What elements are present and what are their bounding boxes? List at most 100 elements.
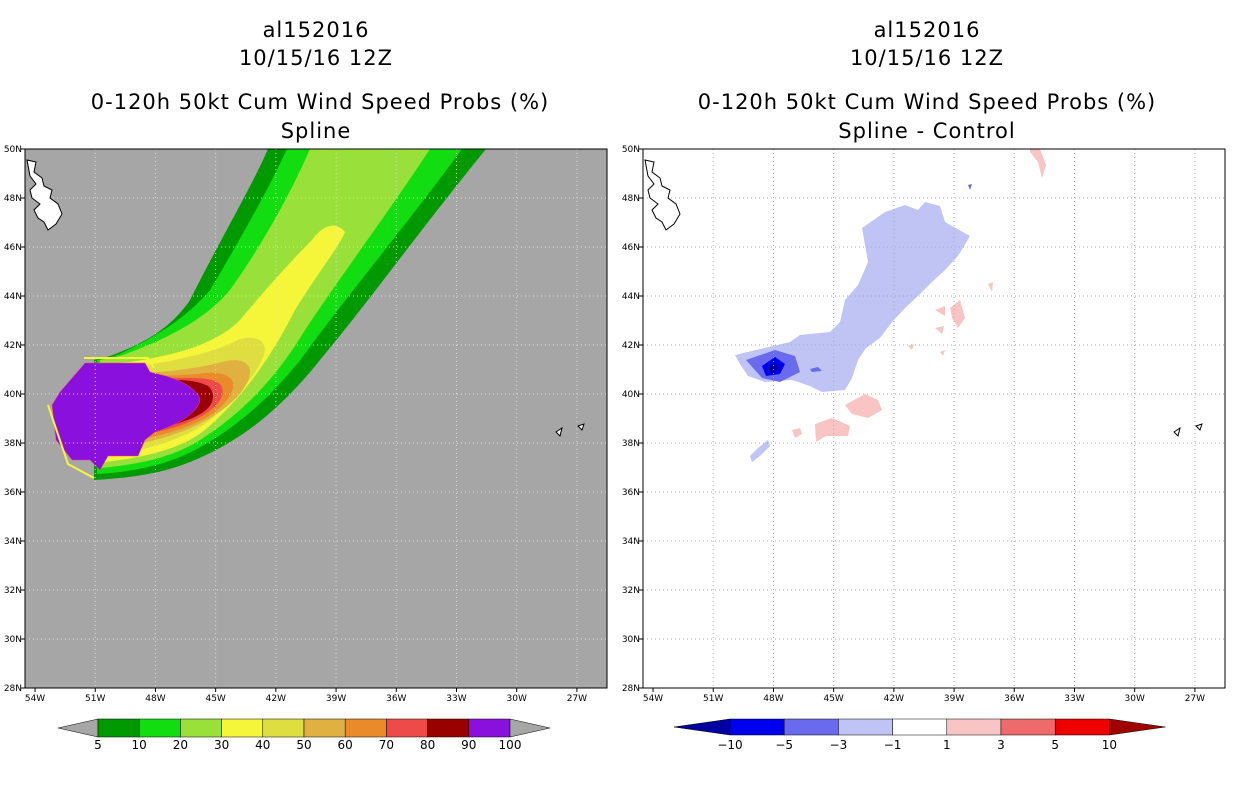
right-xtick-label: 42W [884,694,904,704]
positive-region-7 [935,326,944,334]
left-colorbar-lower-arrow [57,718,99,738]
right-colorbar-swatch [1054,718,1110,736]
left-map-frame [24,148,608,689]
right-colorbar: −10 −5 −3 −1 1 3 5 10 [673,718,1166,752]
negative-region-speck [968,184,972,190]
right-date: 10/15/16 12Z [849,46,1005,70]
left-azores-island-2 [577,423,585,431]
right-gridlines [643,149,1225,688]
left-gridlines [25,149,607,688]
right-ytick-label: 28N [622,684,640,694]
right-ytick-label: 50N [622,145,640,155]
right-map-frame [642,148,1226,689]
left-colorbar-swatch [386,718,428,738]
left-xtick-label: 30W [507,694,527,704]
left-ytick-label: 30N [4,635,22,645]
right-ytick-label: 32N [622,586,640,596]
right-colorbar-label: 5 [1051,738,1059,752]
left-colorbar-label: 40 [255,738,270,752]
right-xtick-label: 45W [823,694,843,704]
right-colorbar-label: −10 [717,738,742,752]
contour-100-outer-rim [47,357,155,479]
left-colorbar-swatch [427,718,470,738]
right-storm-id: al152016 [873,18,981,42]
right-xtick-label: 27W [1185,694,1205,704]
right-y-axis-ticks: 50N 48N 46N 44N 42N 40N 38N 36N 34N 32N 30N 28N [622,145,643,694]
right-colorbar-swatch [946,718,1002,736]
right-ytick-label: 38N [622,439,640,449]
left-colorbar: 5 10 20 30 40 50 60 70 80 90 100 [57,718,551,752]
left-colorbar-label: 30 [214,738,229,752]
left-colorbar-swatch [138,718,181,738]
left-coastline [26,159,585,437]
left-xtick-label: 39W [326,694,346,704]
left-ytick-label: 46N [4,243,22,253]
right-coastline [644,159,1203,437]
right-colorbar-lower-arrow [673,718,731,736]
left-newfoundland-coast [26,159,63,231]
right-xtick-label: 39W [944,694,964,704]
right-ytick-label: 42N [622,341,640,351]
positive-region-2 [815,418,850,442]
left-colorbar-swatch [180,718,222,738]
left-y-axis-ticks: 50N 48N 46N 44N 42N 40N 38N 36N 34N 32N 30N 28N [4,145,25,694]
right-colorbar-label: 3 [997,738,1005,752]
left-ytick-label: 28N [4,684,22,694]
left-ytick-label: 48N [4,194,22,204]
right-colorbar-swatch [783,718,839,736]
left-map-panel: 54W 51W 48W 45W 42W 39W 36W 33W 30W 27W 50N 48N 46N… [4,145,608,704]
left-ytick-label: 42N [4,341,22,351]
left-colorbar-label: 90 [461,738,476,752]
left-colorbar-label: 10 [132,738,147,752]
left-colorbar-swatch [344,718,387,738]
negative-region-small [750,440,770,462]
right-chart-subtitle: Spline - Control [838,119,1016,143]
left-colorbar-swatch [97,718,140,738]
right-xtick-label: 33W [1064,694,1084,704]
left-colorbar-swatch [468,718,511,738]
left-xtick-label: 33W [446,694,466,704]
right-x-axis-ticks: 54W 51W 48W 45W 42W 39W 36W 33W 30W 27W [643,688,1205,704]
left-colorbar-swatch [303,718,346,738]
right-newfoundland-coast [644,159,681,231]
right-colorbar-label: 1 [943,738,951,752]
left-colorbar-label: 20 [173,738,188,752]
right-colorbar-swatch [892,718,948,736]
left-xtick-label: 36W [386,694,406,704]
right-ytick-label: 44N [622,292,640,302]
positive-region-4 [950,300,965,328]
positive-region-5 [1030,149,1046,178]
positive-region-6 [935,306,945,316]
left-colorbar-label: 70 [379,738,394,752]
positive-region-3 [792,428,802,438]
left-ytick-label: 50N [4,145,22,155]
right-colorbar-swatch [729,718,785,736]
left-xtick-label: 27W [567,694,587,704]
left-xtick-label: 48W [145,694,165,704]
left-colorbar-label: 5 [94,738,102,752]
right-map-panel: 54W 51W 48W 45W 42W 39W 36W 33W 30W 27W 50N 48N 46N… [622,145,1226,704]
right-azores-island-1 [1173,426,1181,437]
left-colorbar-swatch [221,718,264,738]
left-ytick-label: 40N [4,390,22,400]
left-ytick-label: 38N [4,439,22,449]
left-date: 10/15/16 12Z [238,46,394,70]
left-ytick-label: 32N [4,586,22,596]
left-colorbar-label: 80 [420,738,435,752]
right-colorbar-label: 10 [1102,738,1117,752]
right-xtick-label: 54W [643,694,663,704]
left-storm-id: al152016 [262,18,370,42]
right-ytick-label: 46N [622,243,640,253]
right-xtick-label: 36W [1004,694,1024,704]
left-ytick-label: 44N [4,292,22,302]
left-ytick-label: 36N [4,488,22,498]
negative-region-core [768,362,779,374]
negative-region-blob [810,367,822,372]
left-xtick-label: 54W [25,694,45,704]
right-azores-island-2 [1195,423,1203,431]
right-ytick-label: 40N [622,390,640,400]
right-xtick-label: 48W [763,694,783,704]
right-xtick-label: 30W [1125,694,1145,704]
right-colorbar-label: −3 [830,738,848,752]
